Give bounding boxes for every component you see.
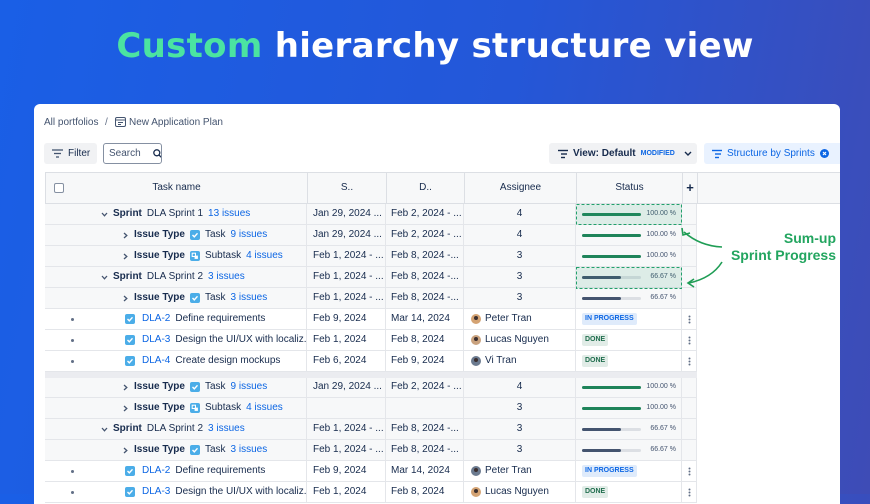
highlight-box: [577, 268, 682, 289]
highlight-box: [577, 205, 682, 225]
annotation-line: Sprint Progress: [731, 247, 836, 263]
arrow: [684, 232, 722, 247]
annotation-line: Sum-up: [784, 230, 836, 246]
arrow-head: [682, 228, 690, 235]
